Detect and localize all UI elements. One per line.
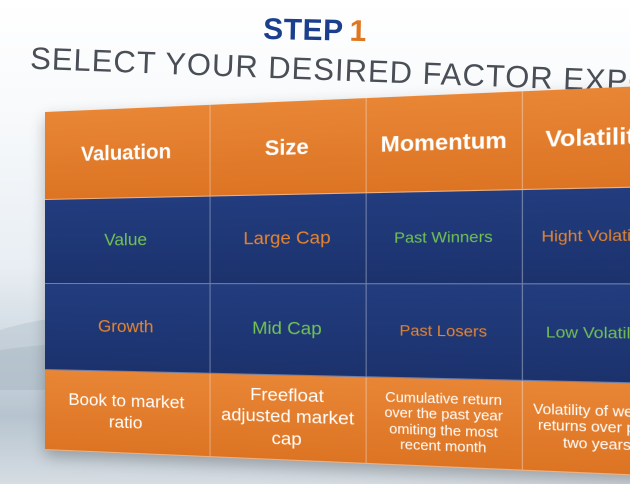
step-label: STEP bbox=[263, 13, 344, 48]
cell-value: Value bbox=[45, 197, 211, 285]
cell-past-losers: Past Losers bbox=[367, 284, 523, 381]
cell-cumulative-return: Cumulative return over the past year omi… bbox=[367, 377, 523, 470]
cell-mid-cap: Mid Cap bbox=[211, 284, 367, 377]
header-size: Size bbox=[211, 98, 367, 197]
cell-large-cap: Large Cap bbox=[211, 193, 367, 284]
cell-past-winners: Past Winners bbox=[367, 190, 523, 284]
cell-low-volatility: Low Volatility bbox=[523, 284, 630, 384]
header-momentum: Momentum bbox=[367, 91, 523, 193]
cell-weekly-volatility: Volatility of weekly returns over past t… bbox=[523, 381, 630, 477]
cell-high-volatility: Hight Volatility bbox=[523, 187, 630, 285]
header-volatility: Volatility bbox=[523, 85, 630, 190]
step-number: 1 bbox=[349, 15, 367, 48]
cell-freefloat-market-cap: Freefloat adjusted market cap bbox=[211, 374, 367, 464]
cell-book-to-market: Book to market ratio bbox=[45, 370, 211, 457]
factor-exposure-table: Valuation Size Momentum Volatility Value… bbox=[45, 85, 630, 477]
cell-growth: Growth bbox=[45, 284, 211, 374]
header-valuation: Valuation bbox=[45, 105, 211, 200]
